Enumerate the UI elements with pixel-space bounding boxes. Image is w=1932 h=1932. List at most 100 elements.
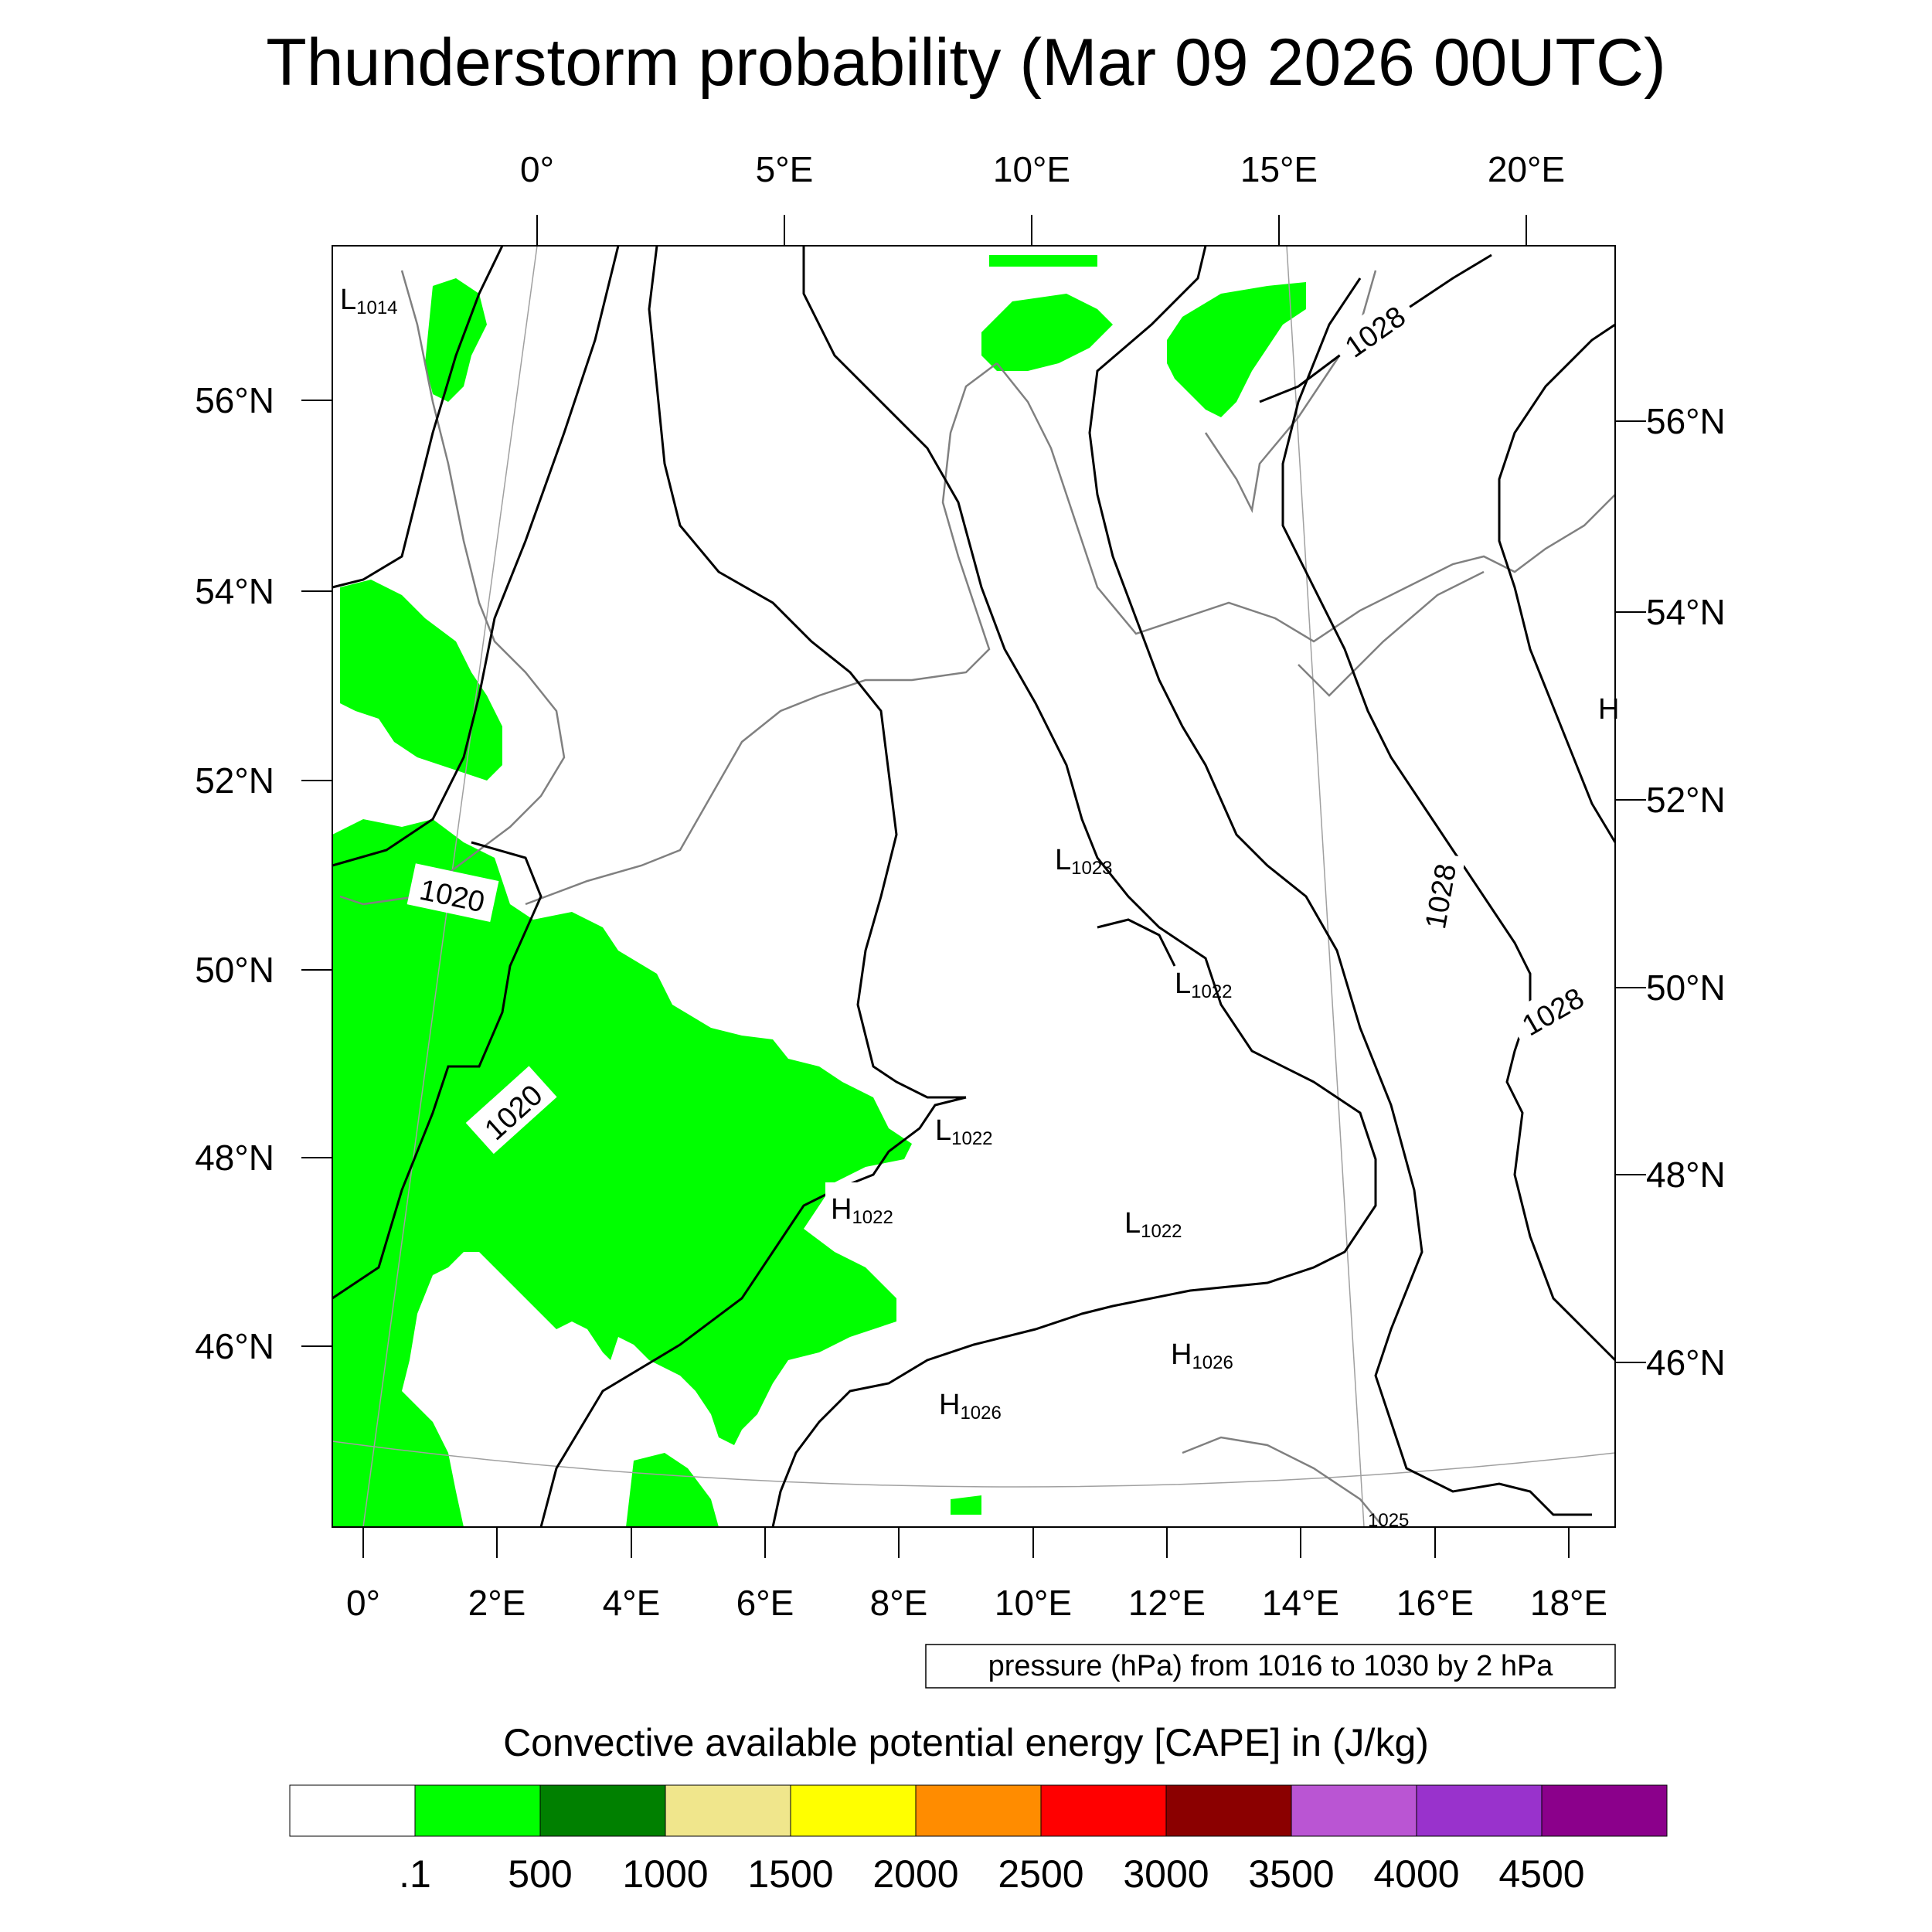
colorbar-tick-label: 4500 [1498,1852,1584,1896]
colorbar-title: Convective available potential energy [C… [503,1721,1429,1764]
cape-region-england [340,580,502,781]
svg-text:H: H [1598,693,1619,726]
colorbar-tick-label: 2500 [998,1852,1083,1896]
bottom-lon-label: 0° [346,1583,380,1623]
top-axis: 0° 5°E 10°E 15°E 20°E [520,149,1565,246]
isobar-1020 [332,841,543,1300]
pressure-center-2: L1023 [1055,844,1113,879]
left-lat-label: 52°N [195,760,274,801]
colorbar-swatch [289,1784,416,1837]
left-axis: 56°N 54°N 52°N 50°N 48°N 46°N [195,380,332,1366]
cape-region-small [951,1495,981,1515]
isobar-1020-south [539,1096,967,1528]
bottom-lon-label: 6°E [736,1583,794,1623]
isobar-1028 [1281,277,1617,1362]
isobars [332,245,1617,1528]
pressure-center-9: H [1598,693,1619,726]
chart-title: Thunderstorm probability (Mar 09 2026 00… [266,26,1666,100]
bottom-lon-label: 2°E [468,1583,526,1623]
colorbar-swatch [1165,1784,1292,1837]
graticule-meridian-15 [1286,245,1365,1528]
right-lat-label: 46°N [1646,1342,1726,1383]
svg-text:1025: 1025 [1368,1510,1409,1531]
colorbar-swatch [1040,1784,1167,1837]
map-frame [332,245,1616,1528]
border-line-1 [1298,570,1485,697]
colorbar-swatch [414,1784,541,1837]
colorbar-swatch [1416,1784,1543,1837]
map-area: 1020 1020 1028 1028 1028 L1014 L1023 [332,245,1619,1531]
right-axis: 56°N 54°N 52°N 50°N 48°N 46°N [1615,401,1726,1383]
colorbar-tick-label: 2000 [872,1852,958,1896]
bottom-lon-label: 16°E [1396,1583,1474,1623]
isobar-1018 [332,245,620,867]
colorbar-tick-label: 1000 [622,1852,708,1896]
bottom-axis: 0° 2°E 4°E 6°E 8°E 10°E 12°E 14°E 16°E 1… [346,1527,1607,1623]
right-lat-label: 52°N [1646,780,1726,820]
isobar-1030 [1498,323,1617,843]
cape-fill [332,255,1306,1527]
svg-text:L1022: L1022 [1175,968,1233,1002]
colorbar-swatch [1541,1784,1668,1837]
pressure-center-8: H1026 [939,1389,1002,1423]
cape-region-north-strip [989,255,1097,267]
top-lon-label: 0° [520,149,554,189]
colorbar-tick-label: 4000 [1373,1852,1459,1896]
pressure-centers: L1014 L1023 L1022 L1022 L1022 H1022 H102… [340,284,1619,1531]
top-lon-label: 5°E [756,149,814,189]
isobar-1024 [648,245,966,1099]
svg-text:L1023: L1023 [1055,844,1113,879]
bottom-lon-label: 18°E [1530,1583,1607,1623]
bottom-lon-label: 4°E [603,1583,661,1623]
right-lat-label: 54°N [1646,592,1726,632]
svg-text:L1022: L1022 [935,1114,993,1149]
pressure-center-10: 1025 [1368,1510,1409,1531]
colorbar-tick-label: 1500 [747,1852,833,1896]
colorbar-swatch [790,1784,917,1837]
pressure-center-4: L1022 [935,1114,993,1149]
isobar-1022-east [1097,918,1176,967]
contour-info-box: pressure (hPa) from 1016 to 1030 by 2 hP… [925,1644,1616,1689]
colorbar-swatch [1291,1784,1417,1837]
left-lat-label: 54°N [195,571,274,611]
top-lon-label: 20°E [1488,149,1565,189]
coast-denmark-baltic [996,362,1616,643]
right-lat-label: 50°N [1646,968,1726,1008]
left-lat-label: 50°N [195,950,274,990]
right-lat-label: 48°N [1646,1155,1726,1195]
coastlines [339,270,1616,1528]
top-lon-label: 15°E [1240,149,1318,189]
cape-region-sweden [1167,282,1306,417]
contour-info-text: pressure (hPa) from 1016 to 1030 by 2 hP… [988,1650,1554,1682]
coast-continent [525,362,998,906]
colorbar-swatch [665,1784,791,1837]
colorbar-tick-label: 3500 [1248,1852,1334,1896]
left-lat-label: 46°N [195,1326,274,1366]
bottom-lon-label: 12°E [1128,1583,1206,1623]
cape-region-north-sea [425,278,487,402]
pressure-center-1: L1014 [340,284,398,318]
cape-region-south [626,1453,719,1527]
coast-adriatic [1182,1436,1384,1528]
bottom-lon-label: 14°E [1262,1583,1339,1623]
pressure-center-3: L1022 [1175,968,1233,1002]
pressure-center-6: H1022 [825,1182,910,1229]
cape-region-west-europe [332,819,912,1527]
left-lat-label: 56°N [195,380,274,420]
colorbar-swatch [915,1784,1042,1837]
top-lon-label: 10°E [993,149,1070,189]
colorbar-tick-label: 3000 [1123,1852,1209,1896]
graticule-parallel-45 [332,1440,1616,1488]
pressure-center-5: L1022 [1124,1207,1182,1242]
pressure-center-7: H1026 [1171,1338,1233,1373]
colorbar-tick-label: .1 [399,1852,431,1896]
svg-text:H1026: H1026 [939,1389,1002,1423]
svg-text:L1022: L1022 [1124,1207,1182,1242]
bottom-lon-label: 10°E [995,1583,1072,1623]
svg-text:H1026: H1026 [1171,1338,1233,1373]
colorbar-swatch [539,1784,666,1837]
colorbar: .1 500 1000 1500 2000 2500 3000 3500 4000 4500 [289,1784,1668,1896]
isobar-1026 [1088,245,1592,1516]
cape-region-skagerrak [981,294,1113,371]
